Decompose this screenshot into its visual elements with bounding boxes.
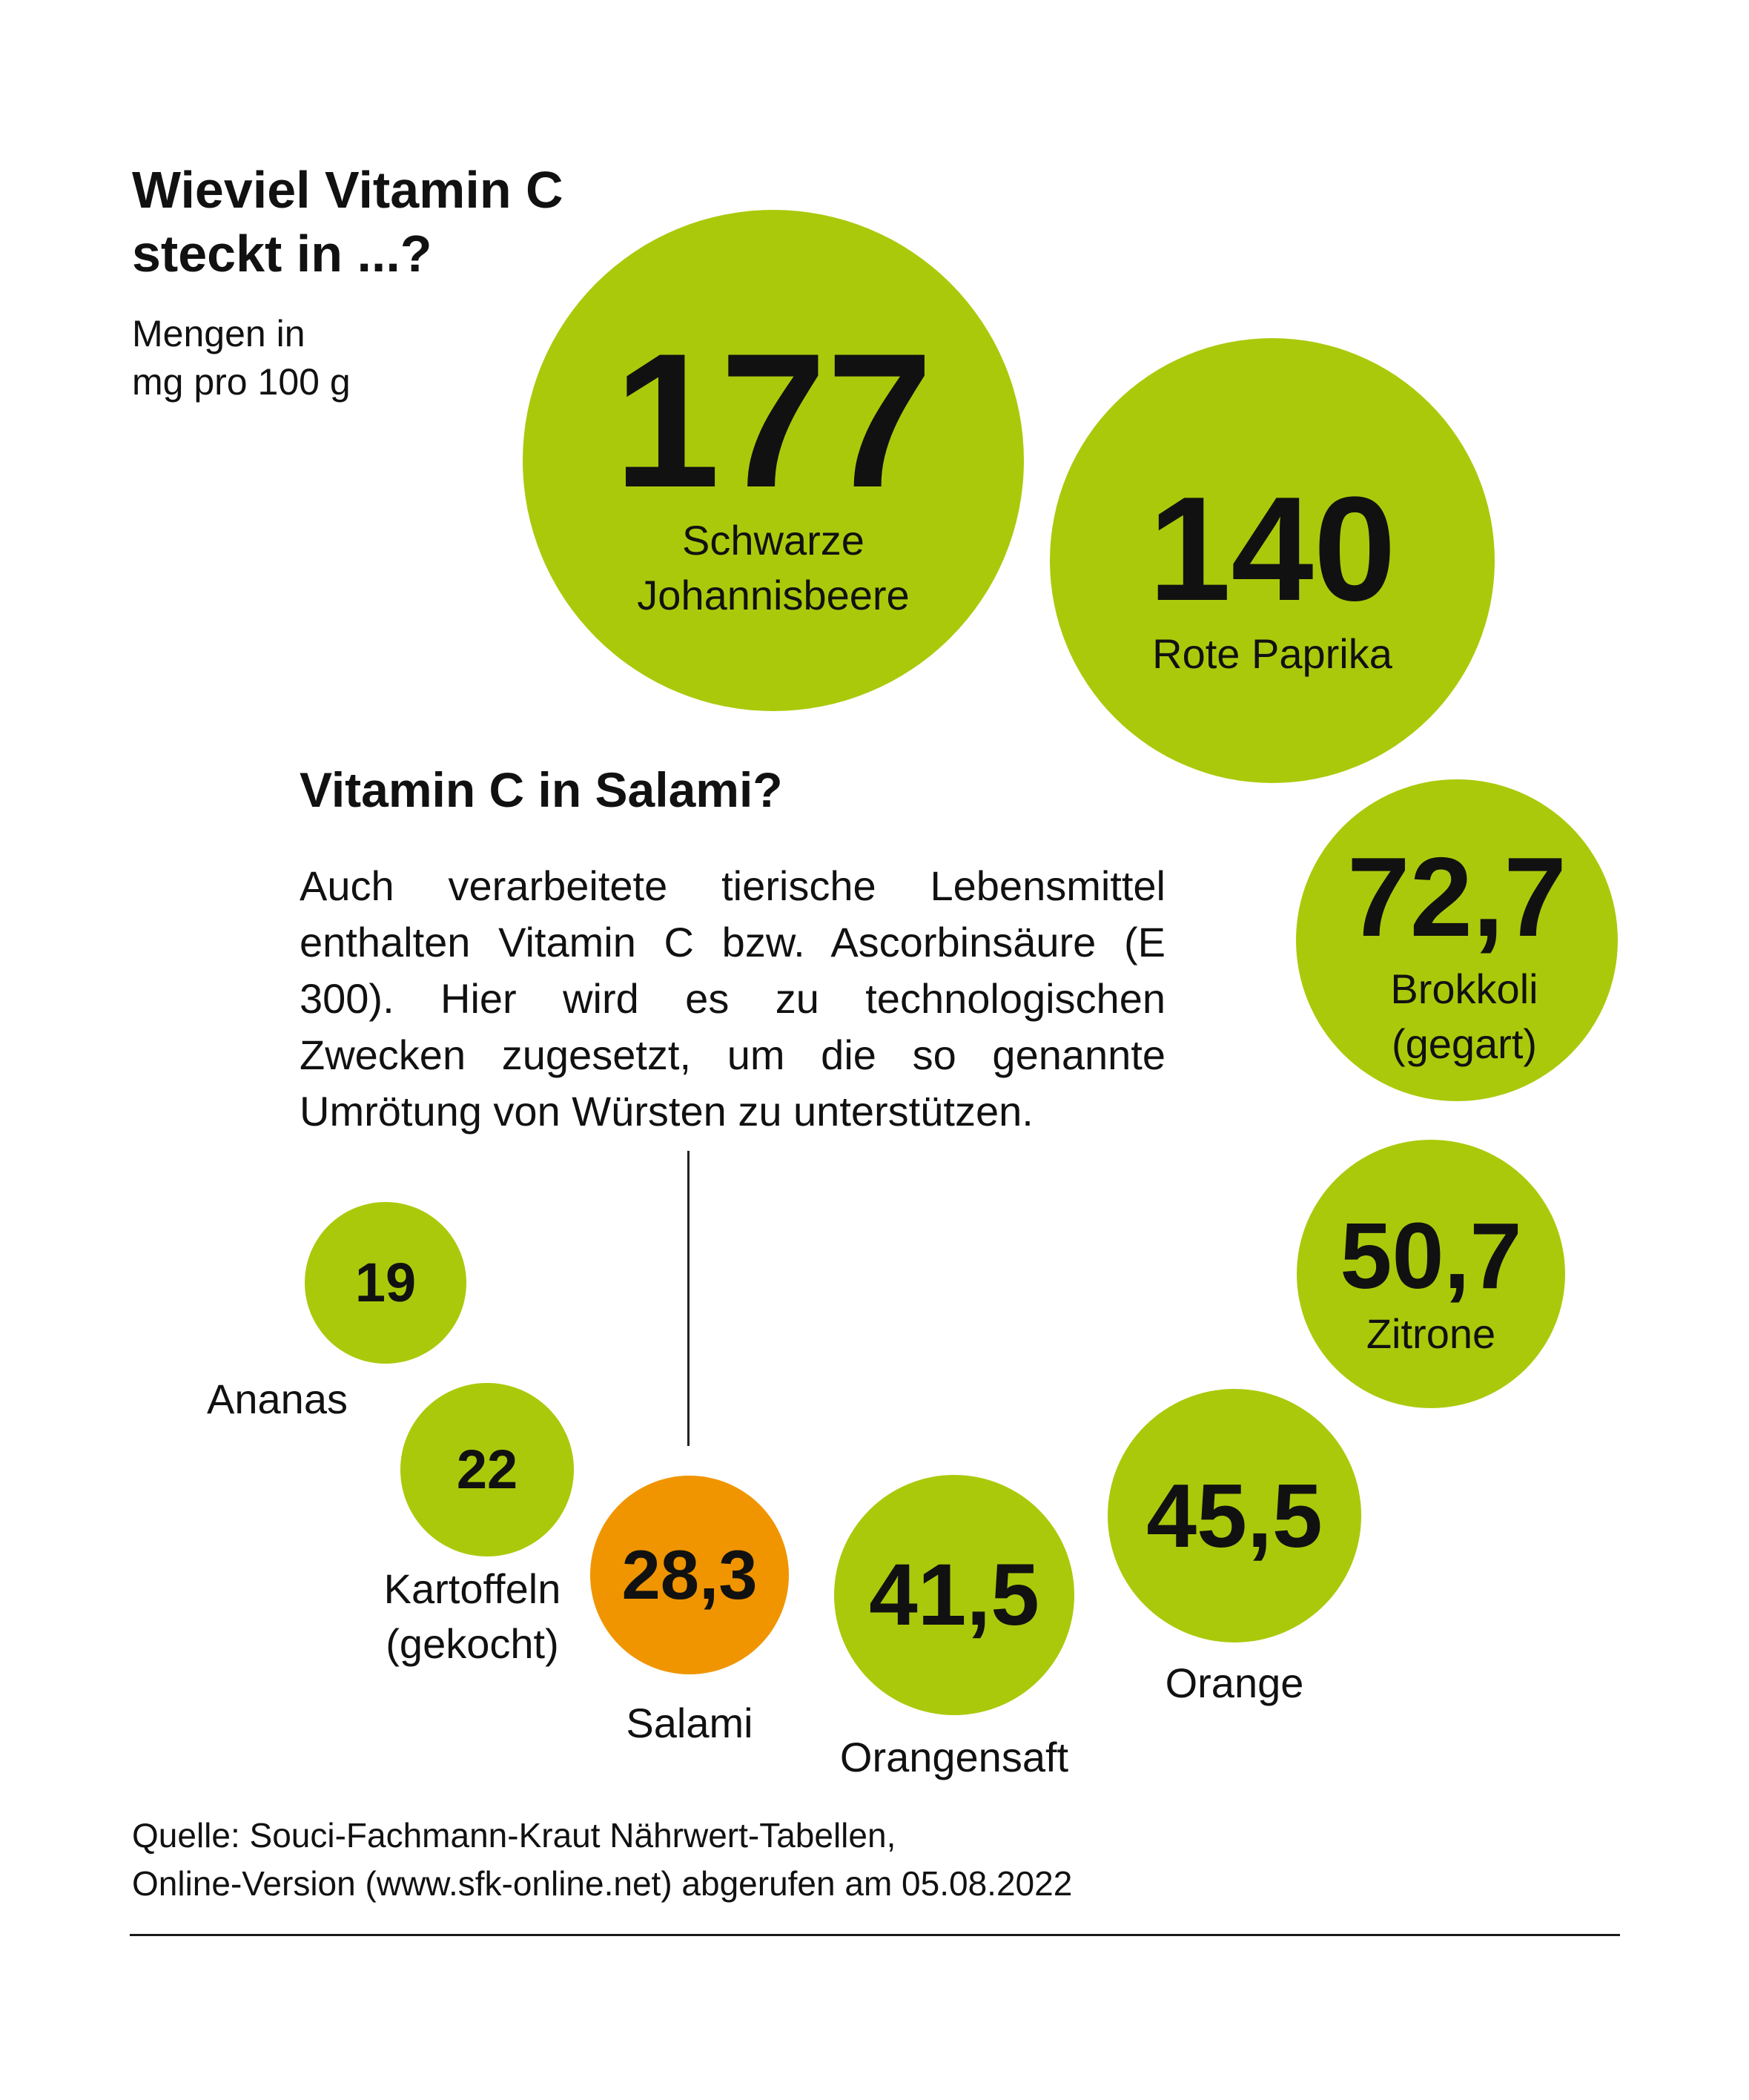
category-label-line: Kartoffeln: [383, 1565, 561, 1612]
category-label-line: Schwarze: [682, 517, 864, 564]
value-label-schwarze-johannisbeere: 177: [613, 313, 933, 527]
category-label-schwarze-johannisbeere: Schwarze Johannisbeere: [637, 513, 909, 623]
category-label-line: Orangensaft: [839, 1734, 1069, 1780]
salami-connector-line: [687, 1151, 690, 1446]
bubble-kartoffeln: [400, 1383, 574, 1556]
category-label-line: Brokkoli: [1390, 965, 1538, 1012]
bubble-orangensaft: [834, 1475, 1074, 1715]
bubble-schwarze-johannisbeere: [523, 210, 1024, 711]
chart-title: Wieviel Vitamin C steckt in ...?: [132, 158, 651, 285]
salami-note-text: Auch verarbeitete tierische Lebensmittel…: [300, 862, 1166, 1135]
category-label-rote-paprika: Rote Paprika: [1152, 627, 1392, 681]
unit-note-line-2: mg pro 100 g: [132, 361, 351, 403]
value-label-orangensaft: 41,5: [869, 1546, 1039, 1644]
bubble-rote-paprika: [1050, 338, 1495, 783]
chart-title-line-1: Wieviel Vitamin C: [132, 161, 563, 219]
chart-unit-note: Mengen in mg pro 100 g: [132, 310, 503, 406]
bubble-orange: [1108, 1389, 1361, 1642]
category-label-line: (gekocht): [386, 1620, 559, 1667]
source-line-2: Online-Version (www.sfk-online.net) abge…: [132, 1864, 1073, 1903]
value-label-orange: 45,5: [1146, 1465, 1323, 1566]
category-label-ananas: Ananas: [207, 1372, 348, 1427]
category-label-line: Zitrone: [1366, 1310, 1496, 1357]
category-label-line: (gegart): [1391, 1020, 1538, 1067]
value-label-brokkoli: 72,7: [1347, 834, 1567, 960]
value-label-salami: 28,3: [621, 1536, 758, 1614]
category-label-line: Orange: [1165, 1660, 1304, 1706]
category-label-line: Ananas: [207, 1376, 348, 1422]
value-label-zitrone: 50,7: [1340, 1203, 1522, 1308]
bubble-zitrone: [1297, 1140, 1565, 1408]
bubble-brokkoli: [1296, 779, 1618, 1101]
category-label-line: Johannisbeere: [637, 572, 910, 618]
unit-note-line-1: Mengen in: [132, 313, 305, 354]
bottom-divider: [130, 1934, 1620, 1936]
category-label-line: Rote Paprika: [1152, 630, 1392, 677]
category-label-orange: Orange: [1166, 1656, 1304, 1711]
salami-note-title: Vitamin C in Salami?: [300, 762, 783, 817]
category-label-orangensaft: Orangensaft: [840, 1730, 1068, 1785]
value-label-kartoffeln: 22: [456, 1439, 518, 1500]
category-label-salami: Salami: [626, 1696, 753, 1751]
chart-title-line-2: steckt in ...?: [132, 225, 432, 283]
bubble-salami: [590, 1476, 789, 1674]
category-label-brokkoli: Brokkoli (gegart): [1390, 962, 1538, 1072]
source-note: Quelle: Souci-Fachmann-Kraut Nährwert-Ta…: [132, 1812, 1072, 1908]
category-label-kartoffeln: Kartoffeln (gekocht): [384, 1562, 561, 1671]
source-line-1: Quelle: Souci-Fachmann-Kraut Nährwert-Ta…: [132, 1816, 896, 1855]
value-label-rote-paprika: 140: [1148, 466, 1396, 632]
bubble-ananas: [305, 1202, 466, 1364]
category-label-line: Salami: [626, 1700, 753, 1746]
category-label-zitrone: Zitrone: [1366, 1307, 1495, 1361]
value-label-ananas: 19: [354, 1252, 417, 1313]
